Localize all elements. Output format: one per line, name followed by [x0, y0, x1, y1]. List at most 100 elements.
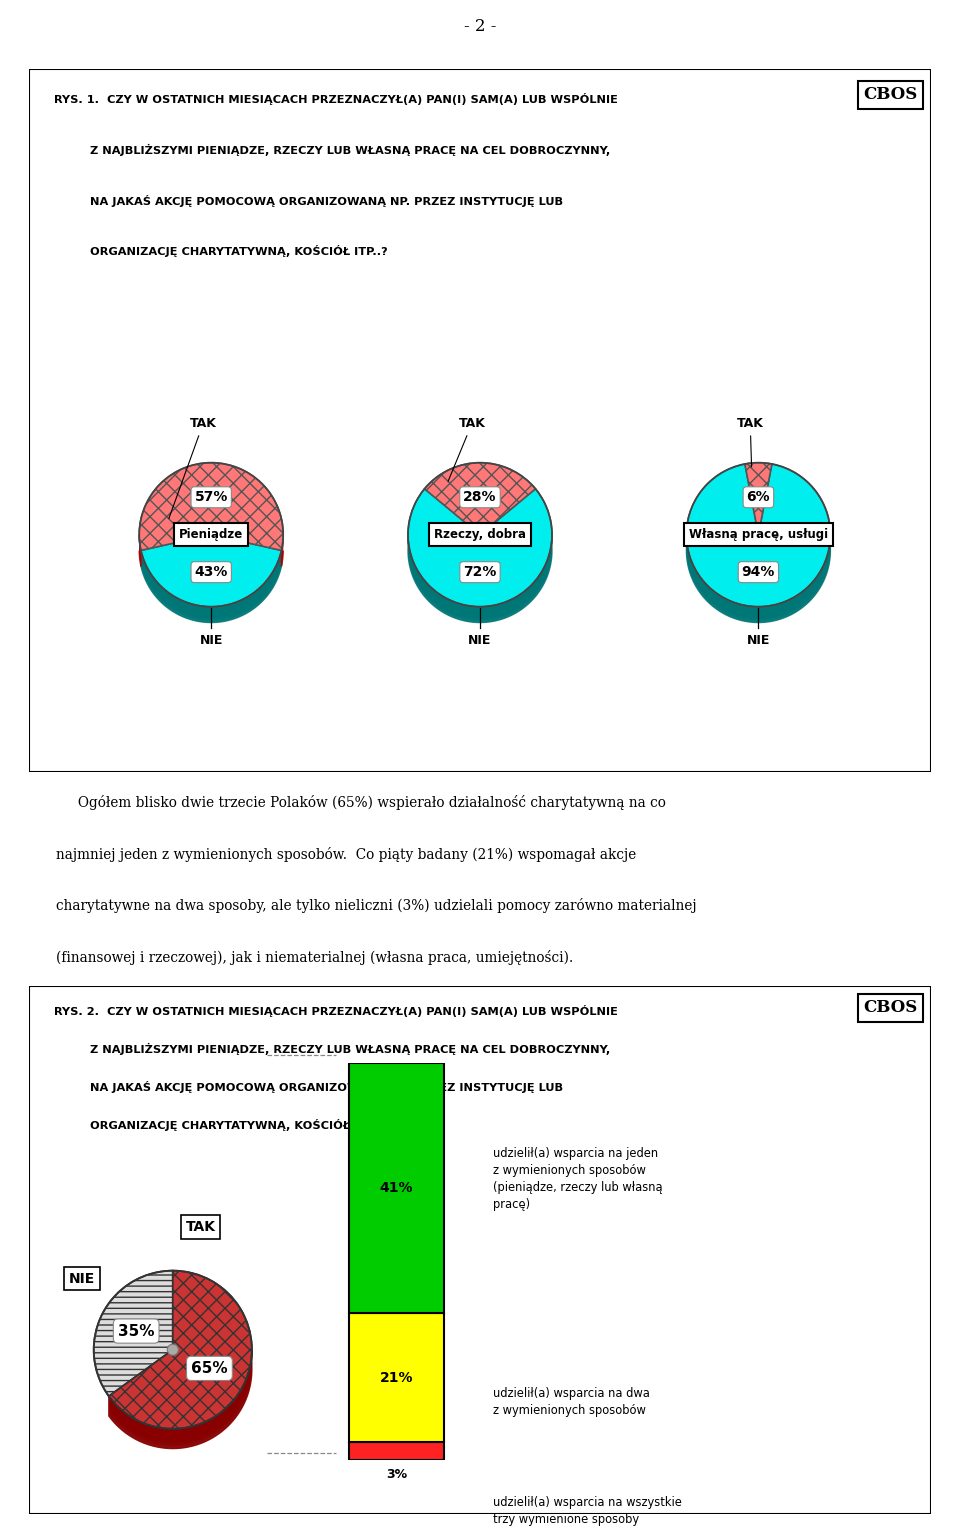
Wedge shape	[408, 494, 552, 612]
Text: udzielił(a) wsparcia na jeden
z wymienionych sposobów
(pieniądze, rzeczy lub wła: udzielił(a) wsparcia na jeden z wymienio…	[493, 1147, 662, 1211]
Wedge shape	[408, 497, 552, 615]
Text: TAK: TAK	[185, 1220, 215, 1234]
Text: 6%: 6%	[747, 491, 770, 505]
Wedge shape	[139, 469, 283, 557]
Wedge shape	[139, 468, 283, 555]
Wedge shape	[108, 1284, 252, 1442]
Text: najmniej jeden z wymienionych sposobów.  Co piąty badany (21%) wspomagał akcje: najmniej jeden z wymienionych sposobów. …	[56, 847, 636, 862]
Text: Z NAJBLIŻSZYMI PIENIĄDZE, RZECZY LUB WŁASNĄ PRACĘ NA CEL DOBROCZYNNY,: Z NAJBLIŻSZYMI PIENIĄDZE, RZECZY LUB WŁA…	[54, 144, 611, 156]
Text: TAK: TAK	[737, 417, 763, 466]
Wedge shape	[108, 1272, 252, 1431]
Wedge shape	[141, 550, 281, 622]
Wedge shape	[408, 502, 552, 619]
Text: 72%: 72%	[464, 566, 496, 579]
Wedge shape	[424, 463, 536, 535]
Wedge shape	[108, 1281, 252, 1439]
Polygon shape	[141, 550, 281, 622]
Wedge shape	[408, 498, 552, 616]
Text: CBOS: CBOS	[863, 1000, 918, 1017]
Wedge shape	[94, 1271, 173, 1396]
Text: NIE: NIE	[747, 635, 770, 647]
Polygon shape	[139, 535, 283, 566]
Text: Własną pracę, usługi: Własną pracę, usługi	[689, 528, 828, 541]
Wedge shape	[745, 463, 772, 535]
Text: RYS. 1.  CZY W OSTATNICH MIESIĄCACH PRZEZNACZYŁ(A) PAN(I) SAM(A) LUB WSPÓLNIE: RYS. 1. CZY W OSTATNICH MIESIĄCACH PRZEZ…	[54, 93, 618, 106]
Text: NIE: NIE	[200, 635, 223, 647]
Wedge shape	[408, 505, 552, 622]
Wedge shape	[408, 500, 552, 618]
Wedge shape	[408, 489, 552, 607]
Text: Pieniądze: Pieniądze	[180, 528, 243, 541]
Bar	[349, 1063, 444, 1313]
Wedge shape	[686, 466, 830, 610]
Wedge shape	[141, 538, 281, 610]
Wedge shape	[139, 463, 283, 552]
Text: - 2 -: - 2 -	[464, 18, 496, 35]
Wedge shape	[139, 476, 283, 564]
Wedge shape	[108, 1271, 252, 1428]
Text: NA JAKAŚ AKCJĘ POMOCOWĄ ORGANIZOWANĄ NP. PRZEZ INSTYTUCJĘ LUB: NA JAKAŚ AKCJĘ POMOCOWĄ ORGANIZOWANĄ NP.…	[54, 194, 564, 206]
Wedge shape	[139, 465, 283, 553]
Text: 57%: 57%	[195, 491, 228, 505]
Wedge shape	[139, 466, 283, 555]
Text: udzielił(a) wsparcia na dwa
z wymienionych sposobów: udzielił(a) wsparcia na dwa z wymieniony…	[493, 1387, 650, 1416]
Text: charytatywne na dwa sposoby, ale tylko nieliczni (3%) udzielali pomocy zarówno m: charytatywne na dwa sposoby, ale tylko n…	[56, 898, 697, 913]
Text: 28%: 28%	[464, 491, 496, 505]
Wedge shape	[686, 465, 830, 609]
Text: 41%: 41%	[380, 1180, 413, 1196]
Text: 43%: 43%	[195, 566, 228, 579]
Text: RYS. 2.  CZY W OSTATNICH MIESIĄCACH PRZEZNACZYŁ(A) PAN(I) SAM(A) LUB WSPÓLNIE: RYS. 2. CZY W OSTATNICH MIESIĄCACH PRZEZ…	[54, 1005, 618, 1017]
Text: ORGANIZACJĘ CHARYTATYWNĄ, KOŚCIÓŁ ITP..?: ORGANIZACJĘ CHARYTATYWNĄ, KOŚCIÓŁ ITP..?	[54, 245, 388, 257]
Wedge shape	[686, 469, 830, 612]
Text: udzielił(a) wsparcia na wszystkie
trzy wymienione sposoby: udzielił(a) wsparcia na wszystkie trzy w…	[493, 1495, 683, 1526]
Circle shape	[167, 1344, 179, 1355]
Text: Z NAJBLIŻSZYMI PIENIĄDZE, RZECZY LUB WŁASNĄ PRACĘ NA CEL DOBROCZYNNY,: Z NAJBLIŻSZYMI PIENIĄDZE, RZECZY LUB WŁA…	[54, 1043, 611, 1055]
Wedge shape	[686, 480, 830, 622]
Wedge shape	[686, 468, 830, 610]
Wedge shape	[141, 546, 281, 619]
Wedge shape	[686, 472, 830, 615]
Wedge shape	[141, 546, 281, 618]
Wedge shape	[141, 547, 281, 619]
Wedge shape	[108, 1289, 252, 1446]
Text: 65%: 65%	[191, 1361, 228, 1376]
Wedge shape	[139, 474, 283, 561]
Bar	[349, 1442, 444, 1460]
Text: 21%: 21%	[380, 1370, 413, 1385]
Text: ORGANIZACJĘ CHARYTATYWNĄ, KOŚCIÓŁ ITP..?: ORGANIZACJĘ CHARYTATYWNĄ, KOŚCIÓŁ ITP..?	[54, 1119, 388, 1130]
Wedge shape	[686, 471, 830, 613]
Bar	[349, 1313, 444, 1442]
Wedge shape	[139, 477, 283, 564]
Wedge shape	[141, 541, 281, 613]
Wedge shape	[139, 463, 283, 550]
Wedge shape	[141, 544, 281, 616]
Wedge shape	[108, 1275, 252, 1434]
Wedge shape	[408, 492, 552, 610]
Text: NIE: NIE	[69, 1272, 95, 1286]
Polygon shape	[408, 532, 552, 622]
Wedge shape	[686, 477, 830, 619]
Wedge shape	[141, 537, 281, 609]
Wedge shape	[686, 476, 830, 619]
Circle shape	[475, 529, 485, 540]
Text: 35%: 35%	[118, 1324, 155, 1338]
Text: Ogółem blisko dwie trzecie Polaków (65%) wspierało działalność charytatywną na c: Ogółem blisko dwie trzecie Polaków (65%)…	[56, 795, 665, 810]
Text: (finansowej i rzeczowej), jak i niematerialnej (własna praca, umiejętności).: (finansowej i rzeczowej), jak i niemater…	[56, 950, 573, 965]
Polygon shape	[108, 1350, 252, 1448]
Polygon shape	[686, 532, 830, 622]
Wedge shape	[108, 1274, 252, 1433]
Wedge shape	[139, 471, 283, 558]
Wedge shape	[108, 1286, 252, 1443]
Circle shape	[754, 529, 763, 540]
Text: 3%: 3%	[386, 1468, 407, 1482]
Wedge shape	[686, 463, 830, 607]
Wedge shape	[139, 479, 283, 566]
Text: NIE: NIE	[468, 635, 492, 647]
Text: Rzeczy, dobra: Rzeczy, dobra	[434, 528, 526, 541]
Wedge shape	[141, 549, 281, 621]
Wedge shape	[108, 1283, 252, 1440]
Wedge shape	[108, 1287, 252, 1445]
Wedge shape	[139, 474, 283, 563]
Wedge shape	[108, 1278, 252, 1437]
Wedge shape	[686, 479, 830, 621]
